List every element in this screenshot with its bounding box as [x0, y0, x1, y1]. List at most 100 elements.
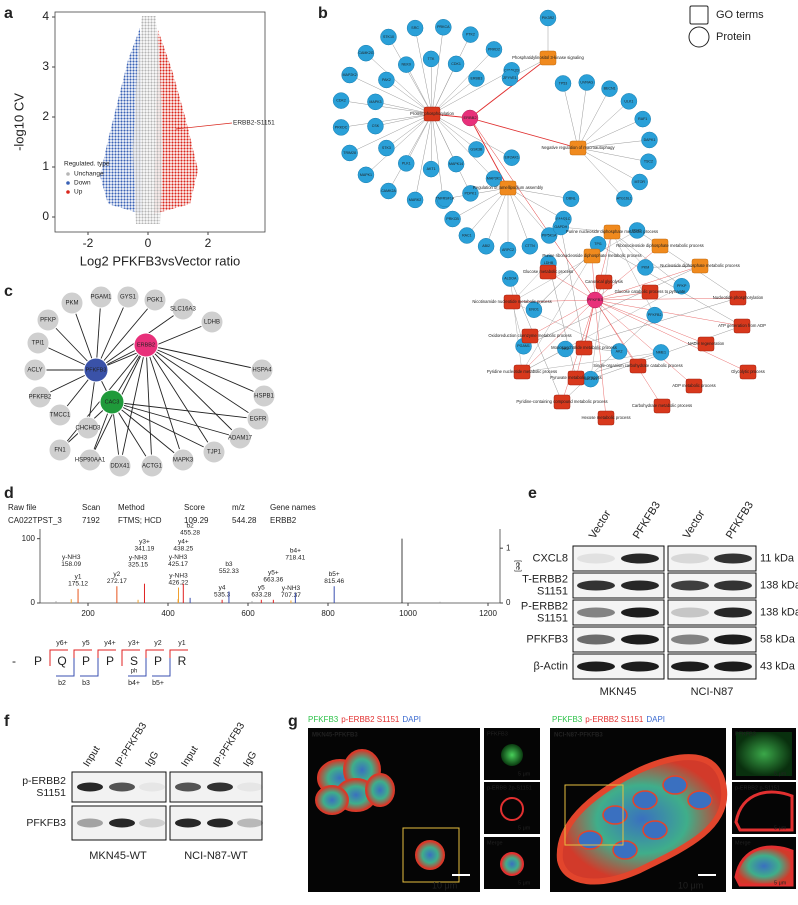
protein-label: AK2: [616, 349, 623, 353]
network-edge: [388, 36, 433, 115]
column-label: Input: [81, 744, 102, 769]
network-edge: [577, 82, 588, 149]
network-edge: [406, 64, 433, 115]
protein-label: STK10: [383, 35, 394, 39]
protein-node: [634, 110, 651, 128]
blot-band: [671, 661, 709, 672]
network-edge: [431, 27, 444, 115]
network-edge: [511, 230, 638, 303]
blot-band: [671, 634, 709, 645]
go-term-node: [641, 284, 659, 300]
hub-edge: [594, 265, 701, 301]
protein-label: MAP3K1: [487, 177, 501, 181]
network-edge: [577, 147, 649, 162]
peak-mz-label: 535.3: [214, 592, 231, 599]
blot-band: [671, 607, 709, 618]
nucleus: [632, 790, 658, 810]
blot-band: [621, 634, 659, 645]
protein-node: [367, 93, 384, 111]
inset-label: p-ERBB 2p-S1151: [487, 785, 532, 791]
protein-node: [380, 182, 397, 200]
go-term-node: [499, 180, 517, 196]
peak-ion-label: y-NH3: [62, 554, 81, 561]
hub-edge: [594, 299, 695, 387]
column-label: Vector: [587, 508, 614, 541]
cell-line-label: MKN45: [600, 686, 637, 698]
go-term-node: [651, 238, 669, 254]
cell-line-label: NCI-N87-WT: [184, 850, 248, 862]
y-tick-label: 3: [42, 59, 49, 73]
network-edge: [577, 147, 640, 183]
cell: [315, 785, 349, 815]
network-edge: [111, 401, 241, 439]
y-ion-bracket: [121, 649, 140, 666]
protein-label: PIK3R2: [542, 16, 554, 20]
peak-mz-label: 438.25: [173, 545, 193, 552]
go-term-label: Glycolytic process: [731, 369, 765, 374]
row-label: S1151: [537, 585, 568, 597]
b-ion-label: b3: [82, 680, 90, 687]
x-tick-label: 200: [81, 609, 95, 618]
protein-node: [620, 93, 638, 110]
legend-label: GO terms: [716, 9, 764, 21]
protein-label: PAK2: [382, 78, 391, 82]
scale-label: 5 μm: [774, 880, 787, 886]
peak-ion-label: b4+: [290, 547, 301, 554]
protein-node: [116, 285, 140, 309]
protein-label: PTK2: [466, 33, 475, 37]
network-edge: [95, 296, 129, 371]
network-edge: [430, 58, 433, 115]
protein-label: PGAM1: [517, 344, 530, 348]
protein-node: [397, 155, 415, 172]
protein-label: PKM: [641, 265, 649, 269]
nucleus: [602, 805, 628, 825]
go-term-label: Purine nucleoside diphosphate metabolic …: [566, 229, 658, 234]
network-edge: [431, 113, 444, 201]
network-edge: [145, 344, 184, 461]
column-label: Input: [179, 744, 200, 769]
protein-node: [406, 19, 424, 37]
peak-mz-label: 663.36: [263, 577, 283, 584]
go-term-label: Pyridine-containing compound metabolic p…: [516, 399, 607, 404]
peak-ion-label: y1: [75, 574, 82, 581]
protein-label: PIP5K1A: [542, 233, 557, 237]
y-tick-label: 4: [42, 9, 49, 23]
scale-label: 5 μm: [774, 825, 787, 831]
protein-node: [252, 384, 276, 408]
protein-node: [462, 185, 479, 202]
protein-node: [341, 144, 358, 162]
protein-label: TTK: [428, 57, 435, 61]
annotation-leader: [175, 122, 233, 130]
network-edge: [431, 49, 495, 115]
protein-node: [108, 454, 132, 478]
network-edge: [145, 344, 241, 439]
blot-band: [207, 782, 233, 792]
network-edge: [611, 231, 682, 287]
protein-node: [652, 344, 670, 361]
protein-node: [540, 227, 558, 244]
blot-band: [139, 782, 165, 792]
network-edge: [145, 344, 153, 467]
inset-label: PFKFB3: [487, 731, 508, 737]
protein-node: [499, 241, 517, 259]
node-label: ERBB2: [137, 342, 155, 348]
hub-edge: [511, 299, 596, 303]
go-term-node: [569, 140, 587, 156]
go-term-label: ADP metabolic process: [672, 383, 715, 388]
hub-edge: [594, 299, 663, 407]
protein-label: STK3: [382, 146, 391, 150]
peak-mz-label: 325.15: [128, 562, 148, 569]
column-label: IgG: [143, 749, 161, 769]
network-edge: [365, 113, 433, 176]
legend-label: Protein: [716, 31, 751, 43]
blot-band: [577, 580, 615, 591]
go-term-label: Phosphatidylinositol 3-kinase signaling: [512, 55, 584, 60]
nucleus: [642, 820, 668, 840]
x-tick-label: 1000: [399, 609, 417, 618]
go-term-label: Purine ribonucleoside diphosphate metabo…: [542, 253, 641, 258]
network-edge: [507, 187, 572, 200]
protein-node: [485, 170, 503, 187]
protein-node: [48, 403, 72, 427]
legend-circle: [688, 26, 710, 48]
protein-label: ALDOA: [504, 277, 517, 281]
